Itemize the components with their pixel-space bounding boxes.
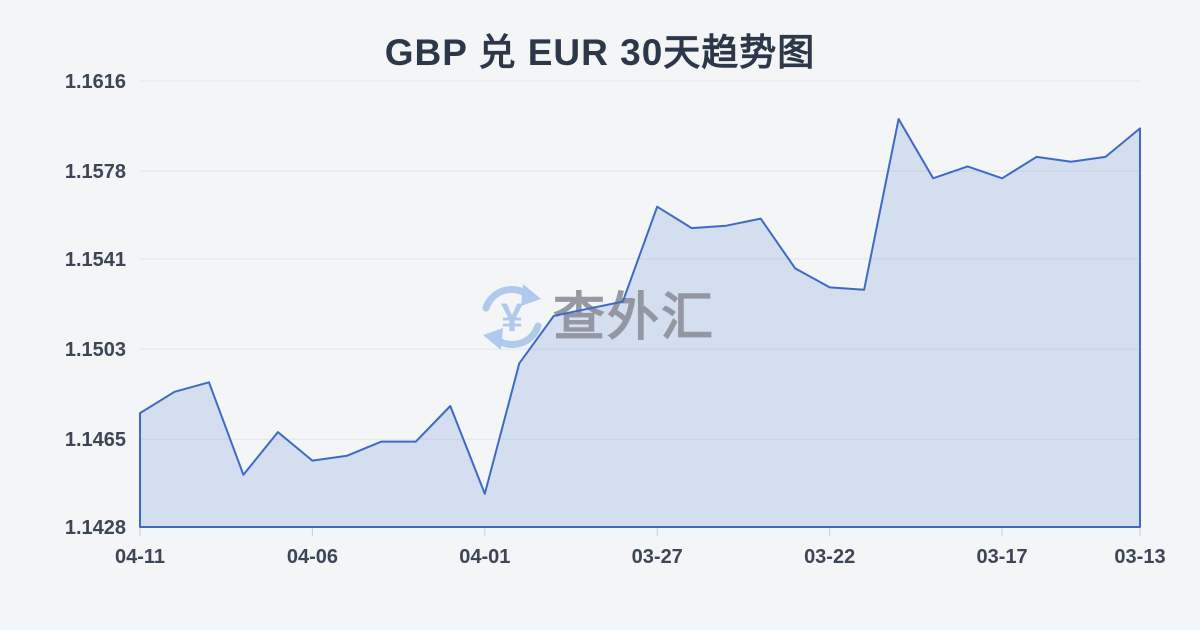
watermark-text: 查外汇 (553, 289, 715, 347)
x-axis-label: 03-22 (804, 546, 855, 568)
y-axis-label: 1.1541 (65, 249, 126, 271)
y-axis-label: 1.1465 (65, 429, 126, 451)
y-axis-label: 1.1503 (65, 339, 126, 361)
x-axis-label: 04-06 (287, 546, 338, 568)
yen-symbol: ¥ (501, 296, 524, 340)
x-axis-label: 04-01 (459, 546, 510, 568)
gridlines (140, 80, 1140, 440)
x-axis-label: 03-27 (632, 546, 683, 568)
x-axis-label: 03-13 (1114, 546, 1165, 568)
area-region (140, 119, 1140, 527)
x-axis-label: 04-11 (115, 546, 165, 568)
trend-line (139, 118, 1141, 528)
axis-ticks (139, 528, 1141, 536)
y-axis-label: 1.1578 (65, 161, 126, 183)
watermark: ¥ 查外汇 (482, 284, 715, 350)
y-axis-label: 1.1616 (65, 71, 126, 93)
area-fill (140, 119, 1140, 527)
currency-exchange-icon: ¥ (482, 284, 542, 350)
y-axis-label: 1.1428 (65, 517, 126, 539)
chart-title: GBP 兑 EUR 30天趋势图 (384, 32, 816, 73)
y-axis-labels: 1.1616 1.1578 1.1541 1.1503 1.1465 1.1428 (65, 71, 126, 539)
series-line (139, 118, 1141, 528)
x-axis-label: 03-17 (976, 546, 1027, 568)
x-axis-labels: 04-11 04-06 04-01 03-27 03-22 03-17 03-13 (115, 546, 1166, 568)
